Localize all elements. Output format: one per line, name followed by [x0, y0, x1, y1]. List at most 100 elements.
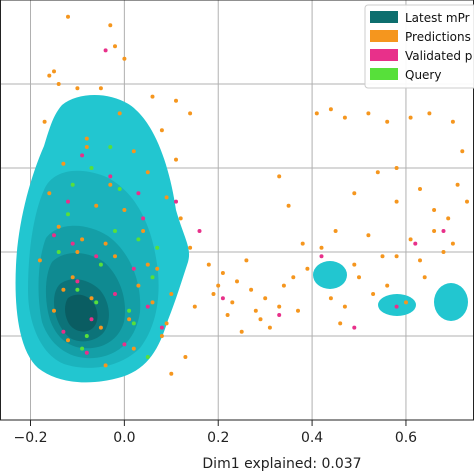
- predictions-point-22: [188, 245, 193, 250]
- predictions-point-73: [385, 283, 390, 288]
- predictions-point-50: [206, 262, 211, 267]
- predictions-point-13: [145, 170, 150, 175]
- validated-p-point-12: [61, 329, 66, 334]
- predictions-point-14: [108, 182, 113, 187]
- validated-p-point-22: [197, 229, 202, 233]
- predictions-point-63: [230, 300, 235, 305]
- predictions-point-15: [47, 191, 52, 196]
- predictions-point-104: [286, 203, 291, 208]
- predictions-point-41: [122, 208, 127, 212]
- predictions-point-43: [150, 300, 155, 305]
- validated-p-point-1: [80, 153, 85, 158]
- predictions-point-83: [450, 241, 455, 246]
- predictions-point-47: [145, 262, 150, 267]
- validated-p-point-8: [75, 279, 80, 284]
- validated-p-point-26: [277, 313, 282, 317]
- predictions-point-40: [84, 145, 89, 149]
- predictions-point-109: [47, 73, 52, 78]
- series-validated-p: [52, 48, 446, 355]
- predictions-point-100: [418, 187, 422, 191]
- legend: Latest mPr Predictions Validated p Query: [364, 4, 474, 89]
- validated-p-point-14: [84, 350, 89, 355]
- query-point-10: [56, 250, 61, 254]
- legend-entry-query: Query: [370, 68, 441, 82]
- predictions-point-65: [253, 308, 258, 313]
- density-level-6: [65, 294, 98, 332]
- validated-p-point-16: [70, 241, 75, 246]
- predictions-point-1: [113, 44, 117, 49]
- predictions-point-30: [192, 304, 197, 309]
- predictions-point-26: [70, 275, 75, 280]
- validated-p-point-18: [319, 254, 324, 259]
- predictions-point-36: [131, 346, 136, 351]
- legend-label-validated: Validated p: [405, 49, 472, 63]
- legend-label-query: Query: [405, 68, 441, 82]
- predictions-point-91: [342, 115, 347, 120]
- predictions-point-29: [89, 296, 94, 301]
- predictions-point-57: [225, 313, 230, 317]
- predictions-point-110: [56, 82, 61, 86]
- x-axis: −0.2 0.0 0.2 0.4 0.6: [14, 420, 417, 446]
- series-predictions: [37, 14, 469, 376]
- validated-p-point-4: [141, 216, 146, 221]
- predictions-point-39: [169, 371, 174, 376]
- predictions-point-70: [342, 304, 347, 309]
- predictions-point-60: [258, 317, 263, 322]
- predictions-point-33: [98, 325, 103, 330]
- predictions-point-56: [291, 275, 296, 280]
- predictions-point-88: [333, 229, 338, 233]
- predictions-point-4: [150, 94, 155, 99]
- query-point-13: [70, 182, 75, 187]
- predictions-point-81: [366, 233, 371, 238]
- query-point-6: [127, 308, 132, 313]
- legend-swatch-latest: [370, 11, 398, 23]
- validated-p-point-6: [94, 254, 99, 259]
- x-tick-label-4: 0.6: [395, 430, 417, 446]
- predictions-point-46: [103, 241, 108, 246]
- query-point-5: [75, 287, 80, 292]
- predictions-point-0: [66, 14, 70, 19]
- predictions-point-16: [164, 195, 169, 200]
- legend-label-latest: Latest mPr: [405, 11, 470, 25]
- predictions-point-93: [385, 119, 390, 124]
- predictions-point-80: [441, 250, 446, 254]
- legend-swatch-query: [370, 68, 398, 80]
- predictions-point-2: [52, 69, 56, 74]
- density-cluster-right-3: [434, 283, 468, 321]
- predictions-point-23: [113, 254, 117, 259]
- validated-p-point-7: [131, 266, 136, 271]
- query-point-17: [80, 346, 85, 351]
- predictions-point-7: [159, 128, 164, 133]
- query-point-4: [98, 262, 103, 267]
- predictions-point-18: [178, 216, 183, 221]
- predictions-point-37: [183, 355, 188, 359]
- predictions-point-27: [136, 283, 141, 288]
- query-point-15: [108, 145, 113, 149]
- predictions-point-77: [408, 237, 413, 242]
- predictions-point-44: [117, 111, 122, 116]
- predictions-point-8: [75, 86, 80, 91]
- validated-p-point-23: [174, 199, 178, 204]
- validated-p-point-10: [145, 304, 150, 309]
- predictions-point-45: [174, 157, 178, 162]
- validated-p-point-3: [66, 199, 70, 204]
- validated-p-point-21: [220, 296, 225, 301]
- predictions-point-105: [277, 174, 282, 179]
- predictions-point-28: [169, 292, 174, 296]
- predictions-point-61: [281, 283, 286, 288]
- predictions-point-38: [103, 363, 108, 368]
- predictions-point-55: [277, 304, 282, 309]
- predictions-point-21: [80, 237, 85, 242]
- predictions-point-3: [98, 86, 103, 91]
- predictions-point-95: [427, 111, 432, 116]
- validated-p-point-2: [108, 174, 113, 179]
- predictions-point-6: [188, 111, 193, 116]
- predictions-point-49: [164, 321, 169, 326]
- predictions-point-12: [61, 161, 66, 166]
- predictions-point-42: [75, 250, 80, 254]
- predictions-point-87: [300, 241, 305, 246]
- validated-p-point-15: [136, 191, 141, 196]
- predictions-point-106: [394, 166, 399, 170]
- predictions-point-76: [394, 254, 399, 259]
